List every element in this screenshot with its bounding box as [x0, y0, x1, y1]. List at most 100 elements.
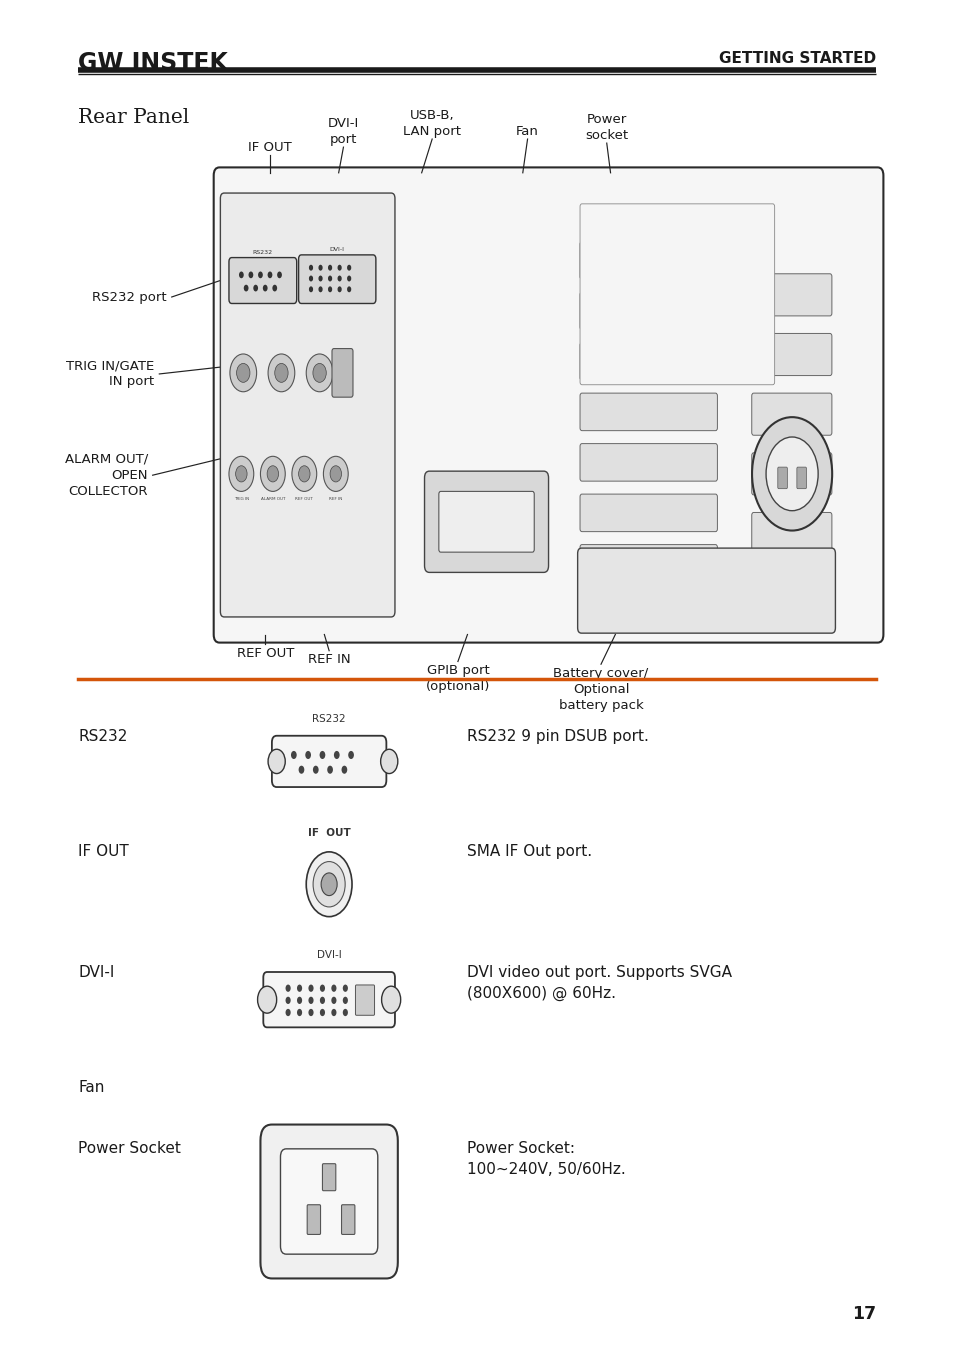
Circle shape — [236, 363, 250, 382]
FancyBboxPatch shape — [263, 972, 395, 1027]
Circle shape — [306, 852, 352, 917]
FancyBboxPatch shape — [751, 452, 831, 495]
Text: RS232: RS232 — [312, 714, 346, 724]
Circle shape — [331, 1008, 336, 1017]
Text: RS232 9 pin DSUB port.: RS232 9 pin DSUB port. — [467, 729, 649, 744]
Circle shape — [342, 984, 348, 992]
Circle shape — [347, 275, 351, 282]
Circle shape — [268, 354, 294, 391]
Text: REF OUT: REF OUT — [295, 497, 313, 501]
FancyBboxPatch shape — [355, 986, 375, 1015]
Circle shape — [248, 271, 253, 278]
Text: Fan: Fan — [78, 1080, 105, 1095]
Circle shape — [253, 285, 257, 292]
Text: Rear Panel: Rear Panel — [78, 108, 190, 127]
Circle shape — [274, 363, 288, 382]
Text: Power
socket: Power socket — [584, 113, 628, 142]
Text: GETTING STARTED: GETTING STARTED — [718, 51, 875, 66]
Circle shape — [337, 275, 341, 282]
FancyBboxPatch shape — [751, 274, 831, 316]
Text: DVI-I: DVI-I — [330, 247, 344, 252]
Circle shape — [276, 271, 281, 278]
FancyBboxPatch shape — [577, 548, 835, 633]
FancyBboxPatch shape — [579, 494, 717, 532]
FancyBboxPatch shape — [579, 544, 717, 582]
Text: RS232: RS232 — [253, 250, 273, 255]
FancyBboxPatch shape — [280, 1149, 377, 1254]
Circle shape — [263, 285, 267, 292]
Circle shape — [342, 1008, 348, 1017]
Text: DVI-I
port: DVI-I port — [328, 117, 358, 146]
Circle shape — [257, 271, 263, 278]
FancyBboxPatch shape — [751, 333, 831, 375]
Circle shape — [347, 286, 351, 293]
Circle shape — [328, 275, 332, 282]
Circle shape — [308, 1008, 314, 1017]
FancyBboxPatch shape — [579, 393, 717, 431]
Circle shape — [318, 275, 322, 282]
Circle shape — [268, 749, 285, 774]
Text: 17: 17 — [851, 1305, 875, 1323]
Circle shape — [313, 861, 345, 907]
Circle shape — [751, 417, 831, 531]
Circle shape — [267, 466, 278, 482]
Circle shape — [309, 286, 313, 293]
Text: SMA IF Out port.: SMA IF Out port. — [467, 844, 592, 859]
Text: Power Socket: Power Socket — [78, 1141, 181, 1156]
Circle shape — [765, 437, 818, 510]
FancyBboxPatch shape — [751, 513, 831, 555]
FancyBboxPatch shape — [751, 393, 831, 435]
FancyBboxPatch shape — [272, 736, 386, 787]
Text: Fan: Fan — [516, 124, 538, 138]
Circle shape — [238, 271, 243, 278]
Circle shape — [273, 285, 277, 292]
Text: RS232 port: RS232 port — [92, 290, 167, 304]
Circle shape — [328, 286, 332, 293]
Circle shape — [319, 751, 325, 759]
FancyBboxPatch shape — [438, 491, 534, 552]
Circle shape — [306, 354, 333, 391]
Text: GW INSTEK: GW INSTEK — [78, 51, 228, 76]
FancyBboxPatch shape — [229, 258, 296, 304]
Circle shape — [292, 456, 316, 491]
Circle shape — [267, 271, 273, 278]
Circle shape — [305, 751, 311, 759]
FancyBboxPatch shape — [796, 467, 805, 489]
FancyBboxPatch shape — [579, 242, 717, 279]
Circle shape — [381, 986, 400, 1012]
Circle shape — [296, 996, 302, 1004]
Text: Battery cover/
Optional
battery pack: Battery cover/ Optional battery pack — [553, 667, 648, 711]
Circle shape — [309, 275, 313, 282]
Circle shape — [347, 265, 351, 271]
Text: IF  OUT: IF OUT — [308, 829, 350, 838]
Text: USB-B,
LAN port: USB-B, LAN port — [403, 109, 460, 138]
Circle shape — [235, 466, 247, 482]
Circle shape — [334, 751, 339, 759]
Circle shape — [308, 984, 314, 992]
Circle shape — [380, 749, 397, 774]
Circle shape — [331, 996, 336, 1004]
Circle shape — [313, 363, 326, 382]
Circle shape — [337, 265, 341, 271]
Text: IF OUT: IF OUT — [78, 844, 129, 859]
Text: DVI-I: DVI-I — [78, 965, 114, 980]
FancyBboxPatch shape — [579, 343, 717, 381]
Circle shape — [285, 984, 291, 992]
Text: TRIG IN: TRIG IN — [233, 497, 249, 501]
Text: RS232: RS232 — [78, 729, 128, 744]
Circle shape — [328, 265, 332, 271]
FancyBboxPatch shape — [694, 263, 736, 316]
Circle shape — [243, 285, 248, 292]
Text: REF IN: REF IN — [308, 653, 350, 667]
Text: CE: CE — [710, 296, 720, 304]
FancyBboxPatch shape — [260, 1125, 397, 1278]
Circle shape — [318, 265, 322, 271]
Text: Power Socket:
100~240V, 50/60Hz.: Power Socket: 100~240V, 50/60Hz. — [467, 1141, 625, 1177]
Circle shape — [319, 1008, 325, 1017]
Text: TRIG IN/GATE
IN port: TRIG IN/GATE IN port — [66, 359, 154, 389]
FancyBboxPatch shape — [332, 348, 353, 397]
FancyBboxPatch shape — [307, 1204, 320, 1234]
Circle shape — [319, 996, 325, 1004]
Circle shape — [319, 984, 325, 992]
Text: DVI-I: DVI-I — [316, 950, 341, 960]
